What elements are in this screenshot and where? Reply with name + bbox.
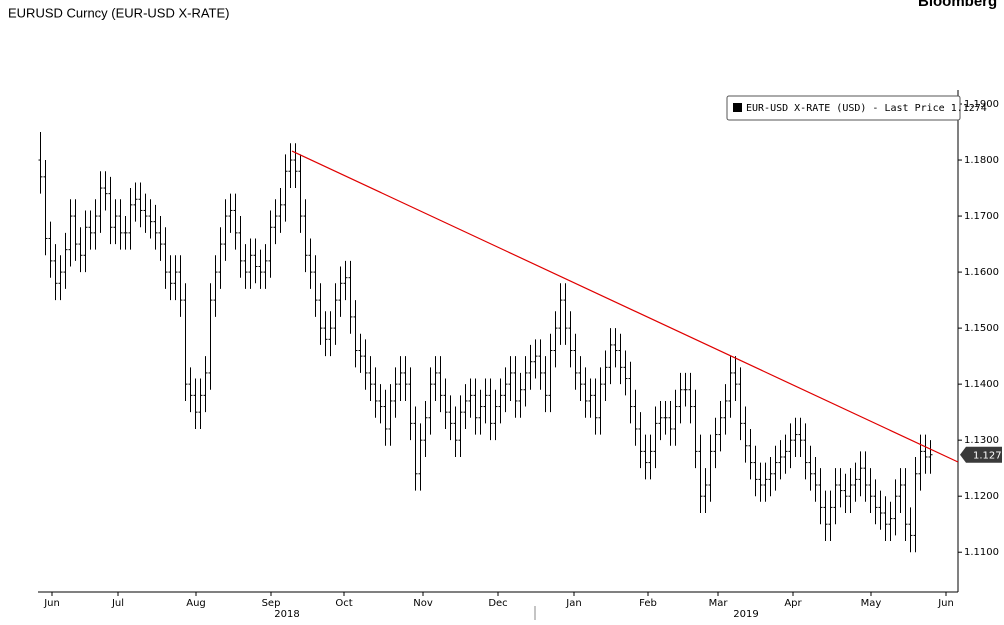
x-tick-label: Feb (639, 598, 657, 609)
legend-swatch (733, 103, 742, 112)
x-tick-label: Nov (413, 598, 433, 609)
y-tick-label: 1.1500 (964, 323, 999, 334)
x-tick-label: Aug (186, 598, 206, 609)
x-tick-label: Jan (565, 598, 581, 609)
x-tick-label: Jul (111, 598, 124, 609)
trend-line (291, 150, 959, 463)
last-price-tag (960, 446, 1002, 463)
x-tick-label: Jun (937, 598, 954, 609)
y-tick-label: 1.1900 (964, 99, 999, 110)
chart-title: EURUSD Curncy (EUR-USD X-RATE) (8, 5, 230, 20)
ohlc-series (38, 132, 933, 553)
year-label: 2019 (733, 609, 758, 620)
y-tick-label: 1.1700 (964, 211, 999, 222)
x-tick-label: Sep (262, 598, 281, 609)
y-tick-label: 1.1800 (964, 155, 999, 166)
y-tick-label: 1.1100 (964, 547, 999, 558)
legend-box (726, 95, 961, 121)
x-tick-label: Mar (709, 598, 729, 609)
x-tick-label: Oct (335, 598, 352, 609)
y-tick-label: 1.1200 (964, 491, 999, 502)
y-tick-label: 1.1400 (964, 379, 999, 390)
y-tick-label: 1.1600 (964, 267, 999, 278)
x-tick-label: May (861, 598, 882, 609)
brand: Bloomberg (918, 0, 997, 10)
legend-label: EUR-USD X-RATE (USD) - Last Price 1.1274 (746, 103, 987, 114)
year-label: 2018 (274, 609, 299, 620)
x-tick-label: Jun (43, 598, 60, 609)
x-tick-label: Dec (488, 598, 507, 609)
x-tick-label: Apr (784, 598, 802, 609)
y-tick-label: 1.1300 (964, 435, 999, 446)
last-price-label: 1.1274 (973, 451, 1004, 462)
